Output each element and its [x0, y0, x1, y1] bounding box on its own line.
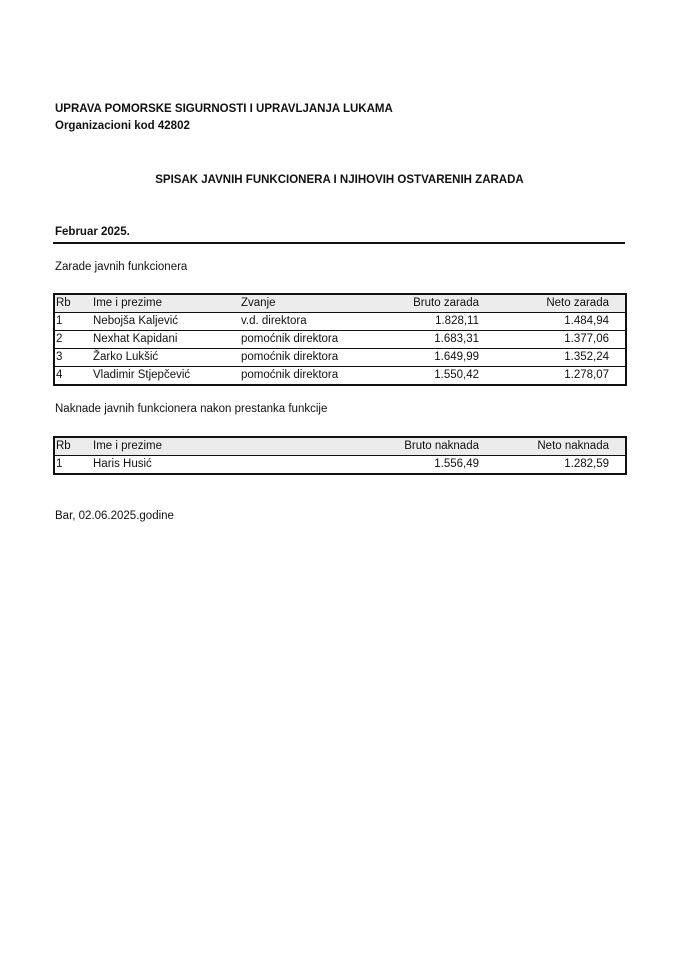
- table-row: 2 Nexhat Kapidani pomoćnik direktora 1.6…: [55, 330, 625, 348]
- org-name: UPRAVA POMORSKE SIGURNOSTI I UPRAVLJANJA…: [55, 103, 393, 115]
- cell-name: Žarko Lukšić: [93, 351, 159, 363]
- table-row: 1 Haris Husić 1.556,49 1.282,59: [55, 455, 625, 473]
- cell-gross: 1.828,11: [435, 315, 479, 327]
- cell-title: pomoćnik direktora: [241, 333, 339, 345]
- cell-title: pomoćnik direktora: [241, 369, 339, 381]
- cell-net: 1.282,59: [564, 458, 609, 470]
- org-code: Organizacioni kod 42802: [55, 120, 190, 132]
- compensation-caption: Naknade javnih funkcionera nakon prestan…: [55, 403, 328, 415]
- cell-net: 1.484,94: [564, 315, 609, 327]
- cell-rb: 3: [56, 351, 63, 363]
- period: Februar 2025.: [55, 226, 130, 238]
- cell-name: Vladimir Stjepčević: [93, 369, 191, 381]
- cell-title: v.d. direktora: [241, 315, 307, 327]
- cell-rb: 2: [56, 333, 63, 345]
- cell-rb: 1: [56, 458, 63, 470]
- cell-rb: 1: [56, 315, 63, 327]
- cell-title: pomoćnik direktora: [241, 351, 339, 363]
- col-name: Ime i prezime: [93, 440, 163, 452]
- compensation-table: Rb Ime i prezime Bruto naknada Neto nakn…: [53, 436, 627, 475]
- table-header: Rb Ime i prezime Zvanje Bruto zarada Net…: [55, 295, 625, 312]
- salaries-table: Rb Ime i prezime Zvanje Bruto zarada Net…: [53, 293, 627, 386]
- salaries-caption: Zarade javnih funkcionera: [55, 261, 188, 273]
- cell-gross: 1.683,31: [434, 333, 479, 345]
- cell-net: 1.377,06: [564, 333, 609, 345]
- col-title: Zvanje: [241, 297, 276, 309]
- cell-name: Haris Husić: [93, 458, 152, 470]
- cell-name: Nebojša Kaljević: [93, 315, 179, 327]
- table-row: 4 Vladimir Stjepčević pomoćnik direktora…: [55, 366, 625, 384]
- table-row: 1 Nebojša Kaljević v.d. direktora 1.828,…: [55, 312, 625, 330]
- table-header: Rb Ime i prezime Bruto naknada Neto nakn…: [55, 438, 625, 455]
- col-gross: Bruto zarada: [413, 297, 479, 309]
- divider: [53, 242, 625, 244]
- cell-gross: 1.556,49: [434, 458, 479, 470]
- col-gross: Bruto naknada: [404, 440, 479, 452]
- cell-gross: 1.550,42: [434, 369, 479, 381]
- col-rb: Rb: [56, 440, 71, 452]
- col-net: Neto naknada: [537, 440, 609, 452]
- col-name: Ime i prezime: [93, 297, 163, 309]
- cell-net: 1.278,07: [564, 369, 609, 381]
- place-date: Bar, 02.06.2025.godine: [55, 510, 174, 522]
- cell-gross: 1.649,99: [434, 351, 479, 363]
- col-rb: Rb: [56, 297, 71, 309]
- table-row: 3 Žarko Lukšić pomoćnik direktora 1.649,…: [55, 348, 625, 366]
- cell-rb: 4: [56, 369, 63, 381]
- col-net: Neto zarada: [546, 297, 609, 309]
- cell-net: 1.352,24: [564, 351, 609, 363]
- cell-name: Nexhat Kapidani: [93, 333, 178, 345]
- document-title: SPISAK JAVNIH FUNKCIONERA I NJIHOVIH OST…: [155, 174, 524, 186]
